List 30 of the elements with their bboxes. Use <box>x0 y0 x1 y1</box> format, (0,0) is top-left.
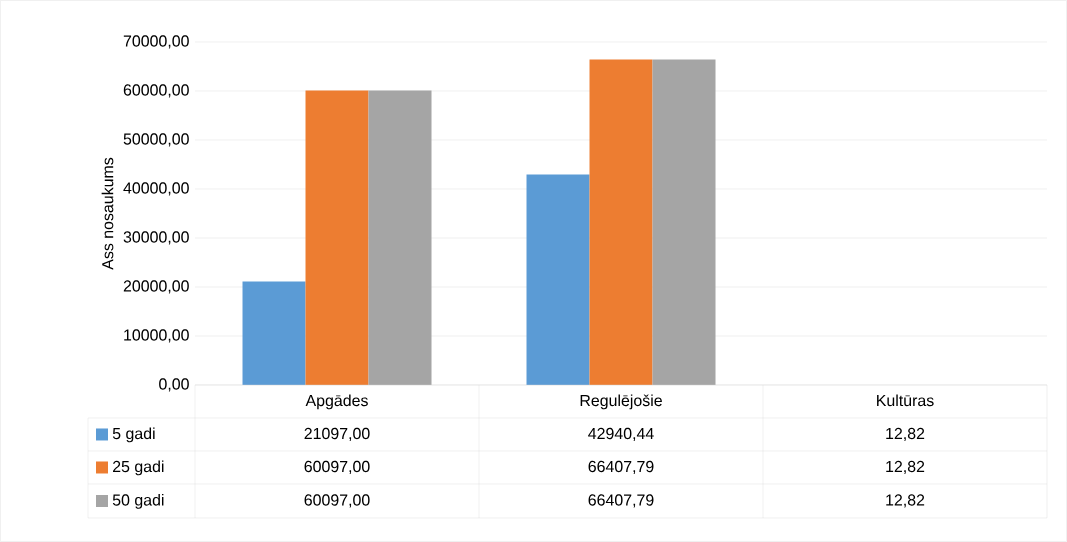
data-label: 12,82 <box>886 427 925 442</box>
bar <box>368 90 432 385</box>
y-tick-label: 30000,00 <box>123 231 189 245</box>
bar <box>242 281 306 385</box>
bar <box>526 174 590 385</box>
y-tick-label: 20000,00 <box>123 280 189 294</box>
y-tick-label: 10000,00 <box>124 329 189 343</box>
data-label: 66407,79 <box>588 494 654 508</box>
bar <box>305 90 369 385</box>
x-tick-label: Regulējošie <box>580 394 662 410</box>
x-tick-label: Kultūras <box>877 394 934 407</box>
legend-label: 50 gadi <box>112 493 164 509</box>
bar <box>589 59 653 385</box>
data-label: 42940,44 <box>588 427 654 442</box>
y-tick-label: 70000,00 <box>123 35 189 49</box>
y-tick-label: 40000,00 <box>123 182 189 196</box>
data-label: 12,82 <box>886 494 925 508</box>
bar <box>652 59 716 385</box>
data-label: 60097,00 <box>304 460 370 475</box>
y-tick-label: 0,00 <box>159 378 189 392</box>
x-tick-label: Apgādes <box>305 394 368 410</box>
data-label: 12,82 <box>886 460 925 475</box>
y-tick-label: 50000,00 <box>123 133 189 147</box>
data-label: 21097,00 <box>304 427 370 442</box>
data-label: 60097,00 <box>304 494 370 508</box>
legend-label: 5 gadi <box>112 427 155 443</box>
y-tick-label: 60000,00 <box>123 84 189 98</box>
legend-label: 25 gadi <box>113 460 164 476</box>
data-label: 66407,79 <box>588 460 654 475</box>
y-axis-title: Ass nosaukums <box>101 157 114 270</box>
